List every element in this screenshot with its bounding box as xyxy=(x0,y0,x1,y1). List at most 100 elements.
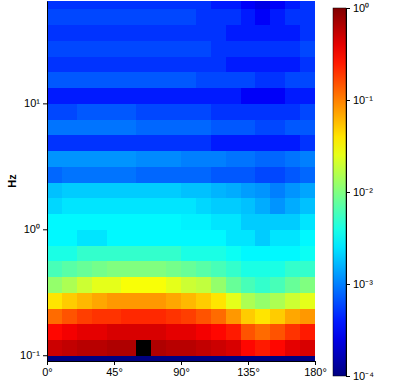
cell xyxy=(181,214,196,230)
cell xyxy=(285,308,300,324)
cell xyxy=(62,214,77,230)
tick: 10⁻³ xyxy=(346,278,373,290)
cell xyxy=(270,9,285,25)
cell xyxy=(151,72,166,88)
cell xyxy=(166,1,181,9)
cell xyxy=(255,339,270,355)
cell xyxy=(92,166,107,182)
tick-label: 90° xyxy=(173,366,190,378)
cell xyxy=(241,166,256,182)
cell xyxy=(107,292,122,308)
cell xyxy=(255,166,270,182)
cell xyxy=(300,308,315,324)
y-axis: 10⁻¹10⁰10¹ xyxy=(20,2,47,362)
tick: 10⁻¹ xyxy=(346,94,373,106)
cell xyxy=(270,40,285,56)
tick: 10⁰ xyxy=(346,2,369,14)
cell xyxy=(196,214,211,230)
cell xyxy=(285,1,300,9)
cell xyxy=(181,292,196,308)
cell xyxy=(151,324,166,340)
cell xyxy=(136,245,151,261)
cell xyxy=(300,1,315,9)
tick-mark xyxy=(43,229,47,230)
cell xyxy=(300,103,315,119)
cell xyxy=(270,135,285,151)
cell xyxy=(211,198,226,214)
cell xyxy=(107,166,122,182)
cell xyxy=(92,9,107,25)
cell xyxy=(255,88,270,104)
cell xyxy=(151,308,166,324)
cell xyxy=(270,339,285,355)
tick-mark xyxy=(114,361,115,365)
cell xyxy=(166,355,181,361)
cell xyxy=(181,198,196,214)
cell xyxy=(136,166,151,182)
cell xyxy=(166,103,181,119)
cell xyxy=(92,355,107,361)
cell xyxy=(285,40,300,56)
cell xyxy=(151,261,166,277)
cell xyxy=(62,324,77,340)
cell xyxy=(241,182,256,198)
cell xyxy=(107,198,122,214)
cell xyxy=(121,277,136,293)
cell xyxy=(285,88,300,104)
cell xyxy=(181,229,196,245)
cell xyxy=(107,40,122,56)
cell xyxy=(241,261,256,277)
cell xyxy=(270,119,285,135)
cell xyxy=(166,25,181,41)
cell xyxy=(166,339,181,355)
cell xyxy=(255,355,270,361)
cell xyxy=(241,292,256,308)
cell xyxy=(211,308,226,324)
cell xyxy=(270,72,285,88)
cell xyxy=(136,103,151,119)
cell xyxy=(285,277,300,293)
x-axis: 0°45°90°135°180° xyxy=(42,361,327,378)
cell xyxy=(226,88,241,104)
cell xyxy=(285,182,300,198)
cell xyxy=(166,119,181,135)
cell xyxy=(47,9,62,25)
cell xyxy=(285,245,300,261)
cell xyxy=(255,135,270,151)
cell xyxy=(181,9,196,25)
cell xyxy=(62,261,77,277)
cell xyxy=(270,56,285,72)
cell xyxy=(92,261,107,277)
cell xyxy=(255,119,270,135)
cell xyxy=(226,40,241,56)
cell xyxy=(300,292,315,308)
cell xyxy=(270,308,285,324)
cell xyxy=(166,9,181,25)
cell xyxy=(47,119,62,135)
cell xyxy=(226,151,241,167)
cell xyxy=(77,72,92,88)
cell xyxy=(47,245,62,261)
cell xyxy=(151,292,166,308)
cell xyxy=(77,229,92,245)
cell xyxy=(121,40,136,56)
cell xyxy=(166,229,181,245)
cell xyxy=(166,88,181,104)
cell xyxy=(196,56,211,72)
cell xyxy=(285,151,300,167)
cell xyxy=(226,277,241,293)
cell xyxy=(62,25,77,41)
cell xyxy=(181,40,196,56)
cell xyxy=(300,40,315,56)
cell xyxy=(241,88,256,104)
cell xyxy=(181,182,196,198)
cell xyxy=(47,292,62,308)
cell xyxy=(136,277,151,293)
cell xyxy=(107,151,122,167)
cell xyxy=(77,135,92,151)
cell xyxy=(196,339,211,355)
cell xyxy=(47,214,62,230)
cell xyxy=(211,151,226,167)
cell xyxy=(77,40,92,56)
cell xyxy=(62,245,77,261)
